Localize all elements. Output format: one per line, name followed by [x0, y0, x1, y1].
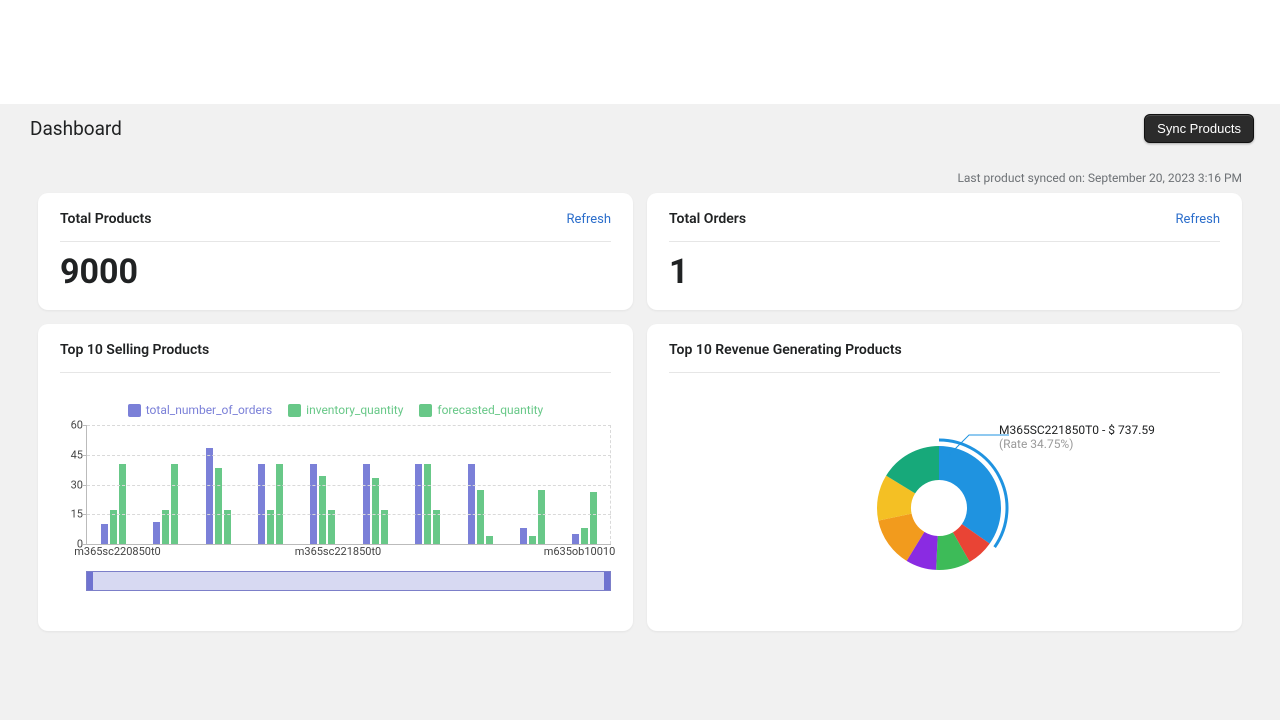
top-selling-products-card: Top 10 Selling Products total_number_of_…: [38, 324, 633, 631]
total-orders-title: Total Orders: [669, 211, 746, 227]
bar-orders: [206, 448, 213, 544]
bar-orders: [258, 464, 265, 544]
bar-group: [297, 464, 349, 544]
content-area: Dashboard Sync Products Last product syn…: [0, 104, 1280, 720]
card-header: Top 10 Revenue Generating Products: [669, 342, 1220, 373]
legend-item-forecast: forecasted_quantity: [419, 403, 543, 417]
donut-chart: M365SC221850T0 - $ 737.59 (Rate 34.75%): [669, 403, 1220, 613]
page-title: Dashboard: [30, 117, 122, 140]
bar-group: [87, 464, 139, 544]
total-orders-card: Total Orders Refresh 1: [647, 193, 1242, 310]
bar-inventory: [215, 468, 222, 544]
bar-chart-x-labels: m365sc220850t0m365sc221850t0m635ob10010: [86, 545, 611, 561]
bar-orders: [363, 464, 370, 544]
x-axis-label: m635ob10010: [544, 545, 616, 558]
bar-orders: [415, 464, 422, 544]
bar-group: [244, 464, 296, 544]
total-products-title: Total Products: [60, 211, 151, 227]
bar-orders: [101, 524, 108, 544]
top-spacer: [0, 0, 1280, 104]
bar-forecast: [486, 536, 493, 544]
ytick-label: 15: [61, 508, 83, 521]
card-header: Total Products Refresh: [60, 211, 611, 242]
legend-label-inventory: inventory_quantity: [306, 403, 403, 417]
ytick-label: 45: [61, 448, 83, 461]
scrollbar-handle-left[interactable]: [87, 572, 93, 590]
legend-swatch-inventory: [288, 404, 301, 417]
bar-orders: [153, 522, 160, 544]
bar-inventory: [319, 476, 326, 544]
legend-item-orders: total_number_of_orders: [128, 403, 272, 417]
bar-chart-scrollbar[interactable]: [86, 571, 611, 591]
bar-forecast: [276, 464, 283, 544]
bar-group: [506, 490, 558, 544]
donut-callout: M365SC221850T0 - $ 737.59 (Rate 34.75%): [999, 423, 1155, 451]
bar-orders: [468, 464, 475, 544]
scrollbar-handle-right[interactable]: [604, 572, 610, 590]
bar-group: [139, 464, 191, 544]
page-root: Dashboard Sync Products Last product syn…: [0, 0, 1280, 720]
bar-group: [192, 448, 244, 544]
bar-inventory: [581, 528, 588, 544]
cards-grid: Total Products Refresh 9000 Total Orders…: [0, 193, 1280, 631]
bar-forecast: [590, 492, 597, 544]
total-orders-value: 1: [669, 252, 1220, 292]
bar-forecast: [538, 490, 545, 544]
ytick-label: 60: [61, 419, 83, 432]
sync-products-button[interactable]: Sync Products: [1144, 114, 1254, 143]
bar-orders: [572, 534, 579, 544]
bar-inventory: [372, 478, 379, 544]
legend-label-orders: total_number_of_orders: [146, 403, 272, 417]
bar-inventory: [477, 490, 484, 544]
x-axis-label: m365sc220850t0: [74, 545, 161, 558]
bar-inventory: [424, 464, 431, 544]
bar-forecast: [119, 464, 126, 544]
donut-callout-label: M365SC221850T0 - $ 737.59: [999, 423, 1155, 437]
total-products-card: Total Products Refresh 9000: [38, 193, 633, 310]
last-sync-status: Last product synced on: September 20, 20…: [0, 153, 1280, 193]
header-row: Dashboard Sync Products: [0, 104, 1280, 153]
bar-forecast: [171, 464, 178, 544]
bar-group: [454, 464, 506, 544]
bar-chart-legend: total_number_of_orders inventory_quantit…: [60, 403, 611, 417]
bar-orders: [310, 464, 317, 544]
total-products-value: 9000: [60, 252, 611, 292]
bar-group: [349, 464, 401, 544]
card-header: Total Orders Refresh: [669, 211, 1220, 242]
legend-swatch-orders: [128, 404, 141, 417]
bar-chart: 015304560 m365sc220850t0m365sc221850t0m6…: [60, 425, 611, 605]
top-revenue-products-title: Top 10 Revenue Generating Products: [669, 342, 902, 358]
card-header: Top 10 Selling Products: [60, 342, 611, 373]
donut-callout-rate: (Rate 34.75%): [999, 437, 1155, 451]
bar-chart-axis-area: 015304560: [86, 425, 611, 545]
legend-swatch-forecast: [419, 404, 432, 417]
total-orders-refresh-link[interactable]: Refresh: [1176, 212, 1220, 227]
top-revenue-products-card: Top 10 Revenue Generating Products M365S…: [647, 324, 1242, 631]
ytick-label: 30: [61, 478, 83, 491]
bar-group: [401, 464, 453, 544]
x-axis-label: m365sc221850t0: [295, 545, 382, 558]
bar-inventory: [529, 536, 536, 544]
legend-label-forecast: forecasted_quantity: [437, 403, 543, 417]
top-selling-products-title: Top 10 Selling Products: [60, 342, 209, 358]
bar-orders: [520, 528, 527, 544]
legend-item-inventory: inventory_quantity: [288, 403, 403, 417]
bar-group: [559, 492, 611, 544]
total-products-refresh-link[interactable]: Refresh: [567, 212, 611, 227]
